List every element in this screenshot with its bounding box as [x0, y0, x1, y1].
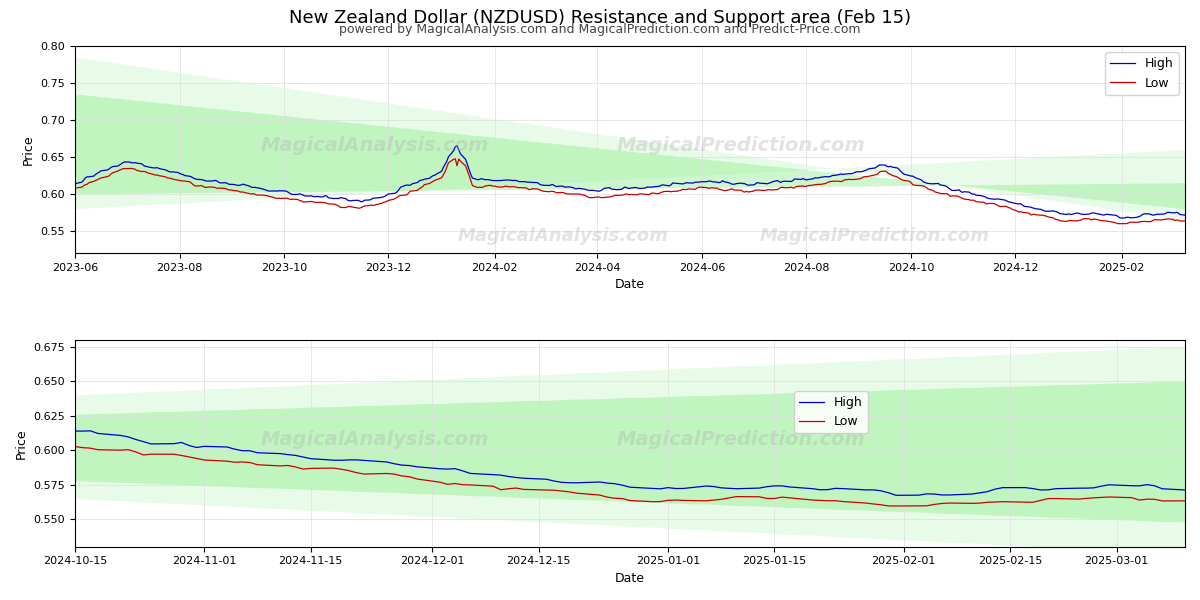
Text: MagicalPrediction.com: MagicalPrediction.com: [760, 227, 989, 245]
Text: New Zealand Dollar (NZDUSD) Resistance and Support area (Feb 15): New Zealand Dollar (NZDUSD) Resistance a…: [289, 9, 911, 27]
Legend: High, Low: High, Low: [1105, 52, 1178, 95]
Text: MagicalPrediction.com: MagicalPrediction.com: [617, 136, 865, 155]
Text: MagicalAnalysis.com: MagicalAnalysis.com: [458, 227, 668, 245]
Line: High: High: [76, 146, 1186, 218]
Line: High: High: [76, 431, 1186, 496]
Text: MagicalAnalysis.com: MagicalAnalysis.com: [260, 136, 488, 155]
Text: MagicalAnalysis.com: MagicalAnalysis.com: [260, 430, 488, 449]
X-axis label: Date: Date: [616, 572, 646, 585]
Legend: High, Low: High, Low: [794, 391, 868, 433]
Line: Low: Low: [76, 446, 1186, 506]
Line: Low: Low: [76, 159, 1186, 224]
Text: MagicalPrediction.com: MagicalPrediction.com: [617, 430, 865, 449]
X-axis label: Date: Date: [616, 278, 646, 291]
Y-axis label: Price: Price: [22, 134, 35, 165]
Y-axis label: Price: Price: [14, 428, 28, 458]
Text: powered by MagicalAnalysis.com and MagicalPrediction.com and Predict-Price.com: powered by MagicalAnalysis.com and Magic…: [340, 23, 860, 36]
